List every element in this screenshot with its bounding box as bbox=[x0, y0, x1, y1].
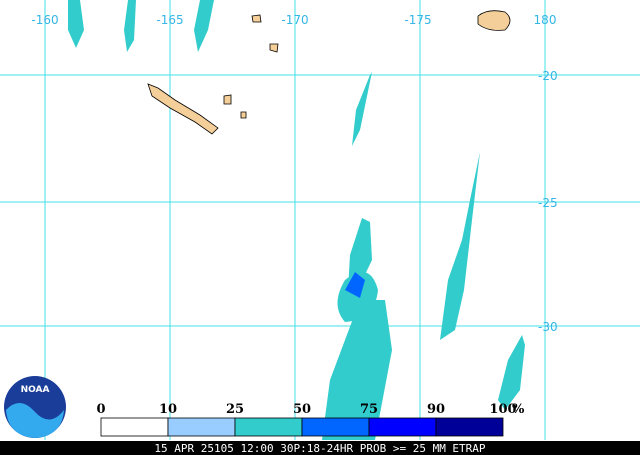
lon-label: -175 bbox=[404, 13, 431, 27]
rain-area bbox=[440, 152, 480, 340]
rain-area bbox=[68, 0, 84, 48]
legend-swatch bbox=[435, 417, 504, 437]
lat-label: -20 bbox=[538, 69, 558, 83]
legend-tick: 100 bbox=[489, 402, 516, 417]
lat-label: -25 bbox=[538, 196, 558, 210]
rain-area bbox=[322, 300, 392, 440]
rain-area bbox=[348, 218, 372, 290]
logo-text: NOAA bbox=[21, 385, 50, 395]
legend-tick: 10 bbox=[159, 402, 177, 417]
land bbox=[147, 10, 511, 135]
legend-tick: 50 bbox=[293, 402, 311, 417]
island bbox=[223, 94, 232, 105]
island bbox=[240, 111, 247, 119]
lon-label: -160 bbox=[31, 13, 58, 27]
footer-text: 15 APR 25105 12:00 30P:18-24HR PROB >= 2… bbox=[154, 442, 486, 455]
rain-area bbox=[124, 0, 136, 52]
rain-area bbox=[498, 335, 525, 410]
legend-unit: % bbox=[512, 402, 525, 417]
island bbox=[147, 83, 219, 135]
grid bbox=[0, 0, 640, 440]
lon-label: 180 bbox=[534, 13, 557, 27]
legend-tick: 0 bbox=[96, 402, 105, 417]
legend-swatch bbox=[100, 417, 169, 437]
island bbox=[269, 43, 279, 53]
legend: 0 10 25 50 75 90 100% bbox=[96, 402, 525, 437]
rain-area bbox=[194, 0, 214, 52]
legend-tick: 25 bbox=[226, 402, 244, 417]
noaa-logo: NOAA bbox=[4, 376, 66, 438]
logo-wave bbox=[6, 402, 64, 438]
lat-label: -30 bbox=[538, 320, 558, 334]
precip bbox=[68, 0, 525, 440]
lat-labels: -20 -25 -30 bbox=[538, 69, 558, 334]
legend-swatch bbox=[368, 417, 437, 437]
lon-labels: -160 -165 -170 -175 180 bbox=[31, 13, 556, 27]
legend-tick: 75 bbox=[360, 402, 378, 417]
island bbox=[251, 14, 262, 23]
lon-label: -170 bbox=[281, 13, 308, 27]
legend-swatch bbox=[234, 417, 303, 437]
rain-area bbox=[352, 72, 372, 146]
lon-label: -165 bbox=[156, 13, 183, 27]
legend-tick: 90 bbox=[427, 402, 445, 417]
footer-bar bbox=[0, 441, 640, 455]
rain-core bbox=[345, 272, 365, 298]
island bbox=[477, 10, 511, 31]
legend-swatch bbox=[167, 417, 236, 437]
legend-swatch bbox=[301, 417, 370, 437]
